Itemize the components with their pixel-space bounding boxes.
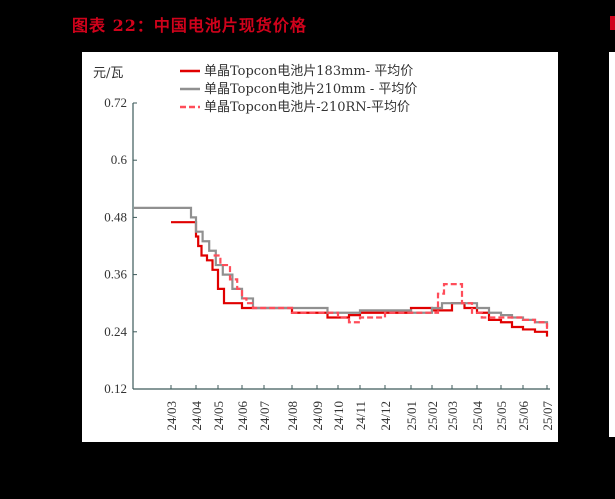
x-tick-label: 24/10 (331, 401, 346, 431)
x-tick-label: 25/07 (540, 401, 555, 431)
legend-label: 单晶Topcon电池片210mm - 平均价 (204, 82, 417, 97)
y-tick-label: 0.12 (104, 381, 127, 396)
legend-label: 单晶Topcon电池片-210RN-平均价 (204, 100, 410, 115)
x-tick-label: 24/11 (353, 401, 368, 430)
x-tick-label: 25/04 (470, 401, 485, 431)
x-tick-label: 24/07 (257, 401, 272, 431)
y-tick-label: 0.24 (104, 324, 127, 339)
chart-panel (82, 52, 558, 442)
x-tick-label: 24/03 (164, 401, 179, 431)
y-tick-label: 0.48 (104, 209, 127, 224)
y-tick-label: 0.6 (111, 152, 128, 167)
x-tick-label: 25/01 (404, 401, 419, 431)
x-tick-label: 25/02 (425, 401, 440, 431)
x-tick-label: 24/08 (285, 401, 300, 431)
series-line-0 (171, 221, 549, 337)
chart-title: 图表 22：中国电池片现货价格 (72, 16, 307, 35)
chart-series (134, 206, 549, 337)
y-tick-label: 0.72 (104, 95, 127, 110)
x-tick-label: 24/04 (189, 401, 204, 431)
x-tick-label: 25/03 (445, 401, 460, 431)
x-tick-label: 24/12 (378, 401, 393, 431)
x-tick-label: 24/09 (310, 401, 325, 431)
chart-axes: 0.72 0.6 0.48 0.36 0.24 0.12 24/03 24/04 24/05 24… (104, 95, 555, 431)
next-chart-title-fragment (610, 16, 615, 30)
x-tick-label: 25/06 (516, 401, 531, 431)
series-line-2 (213, 254, 549, 330)
x-tick-label: 25/05 (494, 401, 509, 431)
x-tick-label: 24/06 (235, 401, 250, 431)
legend-label: 单晶Topcon电池片183mm- 平均价 (204, 64, 413, 79)
adjacent-chart-panel (609, 52, 615, 437)
y-axis-unit-label: 元/瓦 (93, 66, 123, 81)
x-tick-label: 24/05 (211, 401, 226, 431)
y-tick-label: 0.36 (104, 267, 127, 282)
series-line-1 (134, 206, 549, 328)
